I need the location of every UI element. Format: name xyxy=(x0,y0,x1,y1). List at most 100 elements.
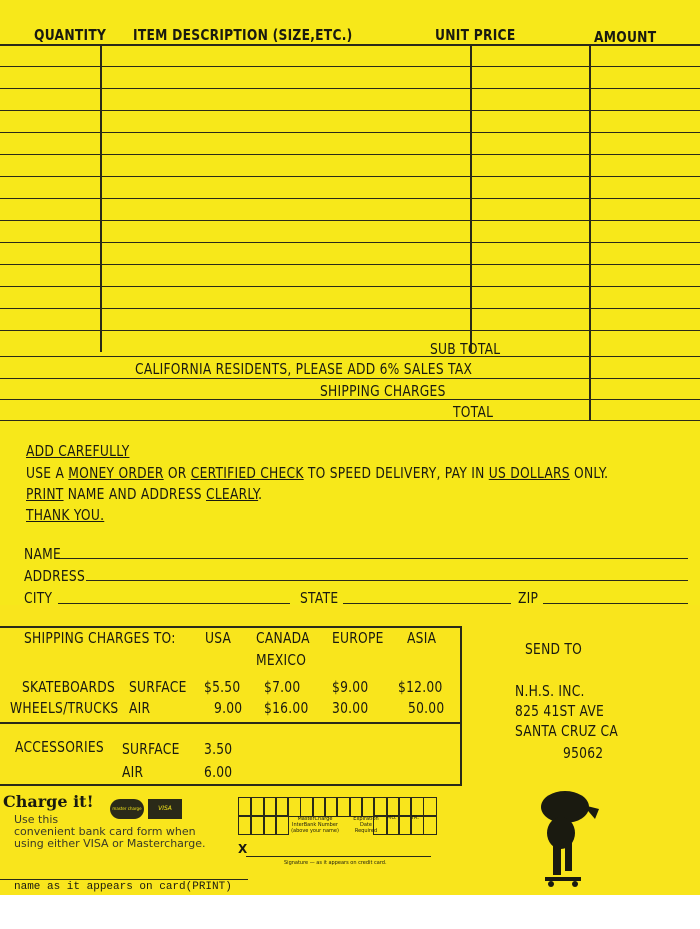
signature-x: X xyxy=(238,842,248,856)
zip-label: ZIP xyxy=(518,589,539,607)
payment-instruction: USE A MONEY ORDER OR CERTIFIED CHECK TO … xyxy=(26,464,609,482)
card-digit-box[interactable] xyxy=(397,797,413,817)
column-divider xyxy=(589,44,591,420)
acc-surface: SURFACE xyxy=(122,740,180,758)
price: 30.00 xyxy=(332,699,369,717)
col-mexico: MEXICO xyxy=(256,651,307,669)
mo-label: MO. xyxy=(387,815,397,821)
accessories-label: ACCESSORIES xyxy=(15,738,104,756)
price: $16.00 xyxy=(264,699,309,717)
card-digit-box[interactable] xyxy=(274,815,290,835)
zip-field[interactable] xyxy=(543,603,688,604)
card-digit-box[interactable] xyxy=(311,797,327,817)
price: $9.00 xyxy=(332,678,369,696)
col-europe: EUROPE xyxy=(332,629,384,647)
table-row-line xyxy=(0,220,700,221)
signature-label: Signature — as it appears on credit card… xyxy=(284,860,387,866)
ship-table-right xyxy=(460,626,462,784)
shipping-label: SHIPPING CHARGES xyxy=(320,382,446,400)
col-amount: AMOUNT xyxy=(594,28,657,46)
card-digit-box[interactable] xyxy=(348,797,363,817)
price: 6.00 xyxy=(204,763,233,781)
send-to-line: 95062 xyxy=(563,744,604,762)
card-digit-box[interactable] xyxy=(373,815,388,835)
totals-line xyxy=(0,420,700,421)
table-row-line xyxy=(0,242,700,243)
table-row-line xyxy=(0,198,700,199)
row-skateboards: SKATEBOARDS xyxy=(22,678,116,696)
card-digit-box[interactable] xyxy=(422,815,437,835)
col-usa: USA xyxy=(205,629,232,647)
table-row-line xyxy=(0,286,700,287)
card-digit-box[interactable] xyxy=(422,797,437,817)
yr-label: YR. xyxy=(411,815,419,821)
city-field[interactable] xyxy=(58,603,290,604)
send-to-line: 825 41ST AVE xyxy=(515,702,605,720)
send-to-title: SEND TO xyxy=(525,640,583,658)
send-to-line: SANTA CRUZ CA xyxy=(515,722,618,740)
totals-line xyxy=(0,378,700,379)
state-label: STATE xyxy=(300,589,339,607)
col-canada: CANADA xyxy=(256,629,310,647)
card-digit-box[interactable] xyxy=(324,797,339,817)
visa-logo-icon: VISA xyxy=(148,799,182,819)
totals-line xyxy=(0,356,700,357)
address-label: ADDRESS xyxy=(24,567,86,585)
tax-note: CALIFORNIA RESIDENTS, PLEASE ADD 6% SALE… xyxy=(135,360,473,378)
column-divider xyxy=(470,44,472,352)
card-digit-box[interactable] xyxy=(262,797,277,817)
expiration-label: Expiration Date Required xyxy=(353,816,379,834)
card-digit-box[interactable] xyxy=(410,815,425,835)
card-digit-box[interactable] xyxy=(287,797,302,817)
card-digit-box[interactable] xyxy=(238,797,253,817)
city-label: CITY xyxy=(24,589,53,607)
name-field[interactable] xyxy=(60,558,688,559)
row-air: AIR xyxy=(129,699,151,717)
table-row-line xyxy=(0,308,700,309)
card-digit-box[interactable] xyxy=(373,797,388,817)
price: 50.00 xyxy=(408,699,445,717)
card-digit-box[interactable] xyxy=(250,815,265,835)
table-row-line xyxy=(0,264,700,265)
col-asia: ASIA xyxy=(407,629,437,647)
ship-title: SHIPPING CHARGES TO: xyxy=(24,629,176,647)
signature-field[interactable] xyxy=(246,856,431,857)
address-field[interactable] xyxy=(86,580,688,581)
card-digit-box[interactable] xyxy=(361,797,376,817)
table-row-line xyxy=(0,110,700,111)
state-field[interactable] xyxy=(343,603,511,604)
card-digit-box[interactable] xyxy=(410,797,425,817)
table-row-line xyxy=(0,66,700,67)
charge-it-title: Charge it! xyxy=(3,792,94,811)
card-name-field[interactable] xyxy=(0,879,248,880)
card-digit-box[interactable] xyxy=(238,815,253,835)
ship-table-bottom xyxy=(0,784,462,786)
thank-you: THANK YOU. xyxy=(26,506,105,524)
sub-total-label: SUB TOTAL xyxy=(430,340,501,358)
mastercharge-logo-icon: master charge xyxy=(110,799,144,819)
card-number-label: MasterCharge InterBank Number (above you… xyxy=(291,816,339,834)
col-quantity: QUANTITY xyxy=(34,26,107,44)
name-label: NAME xyxy=(24,545,61,563)
table-row-line xyxy=(0,176,700,177)
col-unit-price: UNIT PRICE xyxy=(435,26,516,44)
col-description: ITEM DESCRIPTION (SIZE,ETC.) xyxy=(133,26,353,44)
table-row-line xyxy=(0,330,700,331)
card-digit-box[interactable] xyxy=(262,815,277,835)
row-surface: SURFACE xyxy=(129,678,187,696)
card-digit-box[interactable] xyxy=(299,797,314,817)
card-digit-box[interactable] xyxy=(274,797,290,817)
price: $12.00 xyxy=(398,678,443,696)
form-sheet-lower xyxy=(0,605,700,895)
card-digit-box[interactable] xyxy=(397,815,413,835)
card-digit-box[interactable] xyxy=(385,815,400,835)
add-carefully: ADD CAREFULLY xyxy=(26,442,130,460)
column-divider xyxy=(100,44,102,352)
acc-air: AIR xyxy=(122,763,144,781)
card-digit-box[interactable] xyxy=(385,797,400,817)
card-digit-box[interactable] xyxy=(250,797,265,817)
charge-text: Use this convenient bank card form when us… xyxy=(14,813,206,850)
card-digit-box[interactable] xyxy=(336,797,351,817)
table-row-line xyxy=(0,88,700,89)
